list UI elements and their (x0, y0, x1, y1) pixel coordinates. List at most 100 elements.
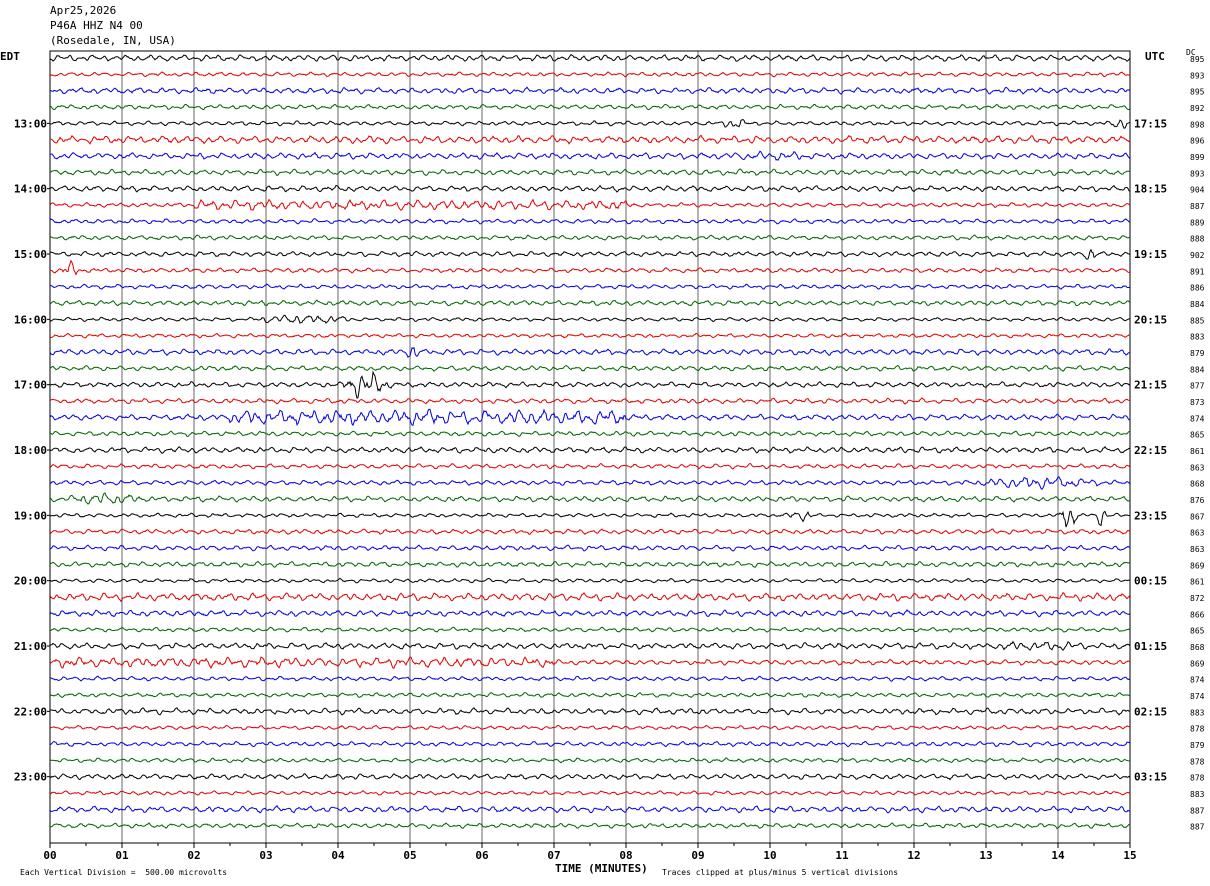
right-hour-label: 19:15 (1134, 248, 1167, 261)
seismic-trace (49, 591, 1131, 603)
x-tick-label: 08 (619, 849, 632, 862)
seismic-trace (49, 346, 1131, 359)
x-tick-label: 00 (43, 849, 56, 862)
seismic-trace (49, 218, 1131, 225)
dc-offset-label: 863 (1190, 529, 1205, 538)
seismic-trace (49, 259, 1131, 276)
x-tick-label: 11 (835, 849, 849, 862)
header-date: Apr25,2026 (50, 4, 117, 17)
seismic-trace (49, 740, 1131, 748)
dc-offset-label: 865 (1190, 431, 1205, 440)
seismic-trace (49, 822, 1131, 830)
right-hour-label: 17:15 (1134, 117, 1167, 130)
x-tick-label: 10 (763, 849, 776, 862)
seismic-trace (49, 86, 1131, 95)
dc-offset-label: 904 (1190, 186, 1205, 195)
seismic-trace (49, 692, 1131, 699)
seismic-trace (49, 168, 1131, 177)
right-hour-label: 02:15 (1134, 705, 1167, 718)
x-tick-label: 05 (403, 849, 416, 862)
seismic-trace (49, 53, 1131, 62)
dc-offset-label: 888 (1190, 235, 1205, 244)
seismic-trace (49, 757, 1131, 764)
seismic-trace (49, 103, 1131, 111)
x-tick-label: 03 (259, 849, 272, 862)
x-tick-label: 02 (187, 849, 200, 862)
dc-offset-label: 861 (1190, 447, 1205, 456)
dc-offset-label: 884 (1190, 300, 1205, 309)
dc-offset-label: 879 (1190, 741, 1205, 750)
seismic-trace (49, 626, 1131, 633)
dc-offset-label: 902 (1190, 251, 1205, 260)
seismic-trace (49, 71, 1130, 78)
dc-offset-label: 895 (1190, 55, 1205, 64)
left-hour-label: 16:00 (14, 313, 47, 326)
header-location: (Rosedale, IN, USA) (50, 34, 176, 47)
right-zone-label: UTC (1145, 50, 1165, 63)
dc-offset-label: 879 (1190, 349, 1205, 358)
footer-scale-note: Each Vertical Division = 500.00 microvol… (20, 868, 228, 877)
seismic-trace (49, 675, 1131, 682)
dc-offset-label: 869 (1190, 659, 1205, 668)
dc-offset-label: 884 (1190, 365, 1205, 374)
x-tick-label: 15 (1123, 849, 1136, 862)
left-hour-label: 18:00 (14, 444, 47, 457)
dc-offset-label: 874 (1190, 414, 1205, 423)
dc-offset-label: 878 (1190, 757, 1205, 766)
seismic-trace (49, 476, 1131, 491)
dc-offset-label: 861 (1190, 578, 1205, 587)
dc-offset-label: 893 (1190, 71, 1205, 80)
seismic-trace (49, 656, 1131, 670)
dc-label: DC (1186, 48, 1196, 57)
dc-offset-label: 886 (1190, 284, 1205, 293)
x-tick-label: 09 (691, 849, 704, 862)
dc-offset-label: 883 (1190, 333, 1205, 342)
seismic-trace (49, 462, 1131, 470)
x-tick-label: 13 (979, 849, 992, 862)
dc-offset-label: 895 (1190, 88, 1205, 97)
seismic-trace (49, 707, 1131, 716)
dc-offset-label: 863 (1190, 463, 1205, 472)
seismic-trace (49, 184, 1131, 193)
dc-offset-label: 893 (1190, 169, 1205, 178)
footer-clip-note: Traces clipped at plus/minus 5 vertical … (662, 868, 899, 877)
dc-offset-label: 865 (1190, 627, 1205, 636)
seismic-trace (49, 283, 1131, 290)
dc-offset-label: 878 (1190, 725, 1205, 734)
seismic-trace (49, 408, 1131, 427)
seismic-trace (49, 790, 1131, 796)
left-hour-label: 14:00 (14, 183, 47, 196)
seismic-trace (49, 234, 1131, 241)
seismic-trace (49, 332, 1131, 339)
seismic-trace (49, 314, 1131, 324)
seismic-trace (49, 445, 1131, 454)
right-hour-label: 22:15 (1134, 444, 1167, 457)
seismic-trace (49, 150, 1131, 161)
dc-offset-label: 867 (1190, 512, 1205, 521)
x-tick-label: 04 (331, 849, 345, 862)
seismic-trace (49, 773, 1131, 781)
dc-offset-label: 898 (1190, 120, 1205, 129)
seismic-trace (49, 299, 1131, 307)
seismic-trace (49, 364, 1131, 372)
right-hour-label: 18:15 (1134, 183, 1167, 196)
dc-offset-label: 863 (1190, 545, 1205, 554)
seismic-trace (49, 577, 1131, 584)
left-zone-label: EDT (0, 50, 20, 63)
x-tick-label: 14 (1051, 849, 1065, 862)
seismic-trace (49, 119, 1131, 129)
seismic-trace (49, 492, 1131, 505)
dc-offset-label: 877 (1190, 382, 1205, 391)
dc-offset-label: 892 (1190, 104, 1205, 113)
x-tick-label: 01 (115, 849, 129, 862)
seismic-trace (49, 430, 1131, 437)
x-tick-label: 07 (547, 849, 560, 862)
seismic-trace (49, 544, 1131, 552)
x-tick-label: 06 (475, 849, 489, 862)
dc-offset-label: 866 (1190, 610, 1205, 619)
left-hour-label: 13:00 (14, 117, 47, 130)
dc-offset-label: 874 (1190, 676, 1205, 685)
seismic-trace (49, 248, 1131, 260)
seismic-trace (49, 640, 1131, 651)
